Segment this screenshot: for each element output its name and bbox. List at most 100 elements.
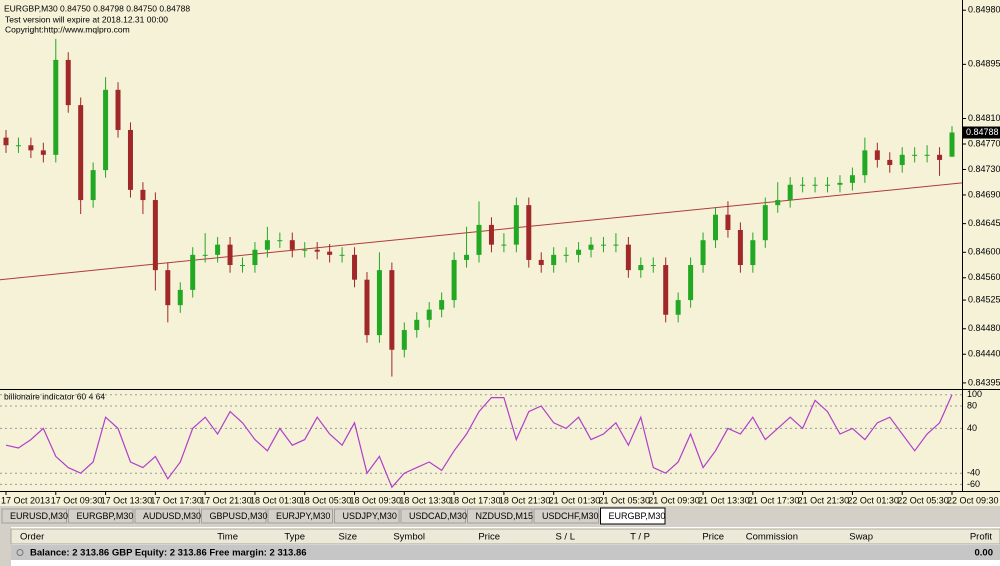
candle-body xyxy=(127,129,133,190)
candle-body xyxy=(302,249,308,251)
symbol-tab[interactable] xyxy=(600,507,666,525)
candle-body xyxy=(638,265,644,271)
symbol-tab[interactable] xyxy=(533,508,599,524)
candle-body xyxy=(551,254,557,266)
candle-body xyxy=(401,330,407,350)
indicator-tick-label: -40 xyxy=(967,468,980,478)
candle-body xyxy=(663,265,669,315)
symbol-tab-label[interactable]: USDJPY,M30 xyxy=(343,511,397,521)
price-tick-label: 0.84560 xyxy=(968,272,1000,282)
time-label: 18 Oct 01:30 xyxy=(250,495,302,505)
candle-body xyxy=(837,182,843,185)
candle-body xyxy=(849,175,855,183)
symbol-tab-label[interactable]: USDCHF,M30 xyxy=(542,511,599,521)
symbol-tab-label[interactable]: EURGBP,M30 xyxy=(609,511,666,521)
column-header[interactable]: Type xyxy=(284,532,305,543)
last-price-tag xyxy=(963,126,1000,139)
indicator-tick-label: 80 xyxy=(967,400,977,410)
time-label: 21 Oct 21:30 xyxy=(798,495,850,505)
symbol-tab-label[interactable]: NZDUSD,M15 xyxy=(476,511,534,521)
candle-body xyxy=(140,189,146,201)
price-tick-label: 0.84480 xyxy=(968,323,1000,333)
symbol-tab-label[interactable]: EURGBP,M30 xyxy=(77,511,134,521)
candle-body xyxy=(103,89,109,171)
candle-body xyxy=(215,244,221,255)
price-tick-label: 0.84690 xyxy=(968,189,1000,199)
symbol-tab-label[interactable]: AUDUSD,M30 xyxy=(143,511,201,521)
candle-body xyxy=(513,205,519,245)
candle-body xyxy=(600,244,606,246)
candle-body xyxy=(65,59,71,106)
time-label: 18 Oct 13:30 xyxy=(399,495,451,505)
time-label: 22 Oct 01:30 xyxy=(847,495,899,505)
candle-body xyxy=(800,184,806,186)
candle-body xyxy=(874,150,880,160)
candle-body xyxy=(439,300,445,310)
balance-row[interactable] xyxy=(11,545,1000,560)
column-header[interactable]: Swap xyxy=(849,532,873,543)
column-header[interactable]: S / L xyxy=(555,532,575,543)
price-tick-label: 0.84770 xyxy=(968,138,1000,148)
profit-total[interactable]: 0.00 xyxy=(975,548,994,559)
price-tick-label: 0.84440 xyxy=(968,349,1000,359)
symbol-tab[interactable] xyxy=(68,508,134,524)
column-header[interactable]: Time xyxy=(217,532,238,543)
candle-body xyxy=(264,240,270,250)
indicator-tick-label: 40 xyxy=(967,423,977,433)
candle-body xyxy=(414,319,420,331)
symbol-tab-label[interactable]: EURUSD,M30 xyxy=(10,511,68,521)
time-label: 21 Oct 13:30 xyxy=(698,495,750,505)
time-label: 17 Oct 2013 xyxy=(1,495,50,505)
symbol-tab-label[interactable]: GBPUSD,M30 xyxy=(210,511,268,521)
symbol-tab-label[interactable]: USDCAD,M30 xyxy=(409,511,467,521)
symbol-tab-label[interactable]: EURJPY,M30 xyxy=(276,511,330,521)
column-header[interactable]: Symbol xyxy=(393,532,425,543)
candle-body xyxy=(737,229,743,266)
symbol-tab[interactable] xyxy=(201,508,267,524)
time-label: 17 Oct 09:30 xyxy=(51,495,103,505)
time-label: 17 Oct 21:30 xyxy=(200,495,252,505)
candle-body xyxy=(15,145,21,147)
time-label: 21 Oct 17:30 xyxy=(748,495,800,505)
candle-body xyxy=(887,159,893,166)
symbol-tab[interactable] xyxy=(400,508,466,524)
column-header[interactable]: T / P xyxy=(630,532,650,543)
time-label: 22 Oct 05:30 xyxy=(897,495,949,505)
column-header[interactable]: Size xyxy=(339,532,357,543)
candle-body xyxy=(862,150,868,176)
last-price-label: 0.84788 xyxy=(966,127,999,137)
symbol-tab[interactable] xyxy=(467,508,533,524)
candle-body xyxy=(90,170,96,201)
symbol-tab[interactable] xyxy=(267,508,333,524)
candle-body xyxy=(924,154,930,156)
candle-body xyxy=(526,205,532,260)
price-tick-label: 0.84645 xyxy=(968,218,1000,228)
symbol-tab[interactable] xyxy=(134,508,200,524)
candle-body xyxy=(501,244,507,246)
candle-body xyxy=(202,254,208,256)
column-header[interactable]: Profit xyxy=(970,532,993,543)
candle-body xyxy=(190,254,196,290)
time-label: 21 Oct 09:30 xyxy=(648,495,700,505)
time-label: 22 Oct 09:30 xyxy=(947,495,999,505)
symbol-tab[interactable] xyxy=(334,508,400,524)
balance-icon xyxy=(16,549,24,556)
column-header[interactable]: Order xyxy=(20,532,44,543)
column-header[interactable]: Price xyxy=(702,532,724,543)
candle-body xyxy=(240,265,245,267)
indicator-tick-label: 100 xyxy=(967,389,982,399)
balance-text[interactable]: Balance: 2 313.86 GBP Equity: 2 313.86 F… xyxy=(30,548,307,559)
candle-body xyxy=(339,254,345,256)
indicator-tick-label: -60 xyxy=(967,479,980,489)
candle-body xyxy=(787,184,793,201)
candle-body xyxy=(812,184,818,186)
candle-body xyxy=(352,254,358,280)
candle-body xyxy=(3,137,9,146)
column-header[interactable]: Commission xyxy=(746,532,798,543)
candle-body xyxy=(725,214,731,230)
symbol-tab[interactable] xyxy=(1,508,67,524)
column-header[interactable]: Price xyxy=(478,532,500,543)
candle-body xyxy=(588,244,594,250)
